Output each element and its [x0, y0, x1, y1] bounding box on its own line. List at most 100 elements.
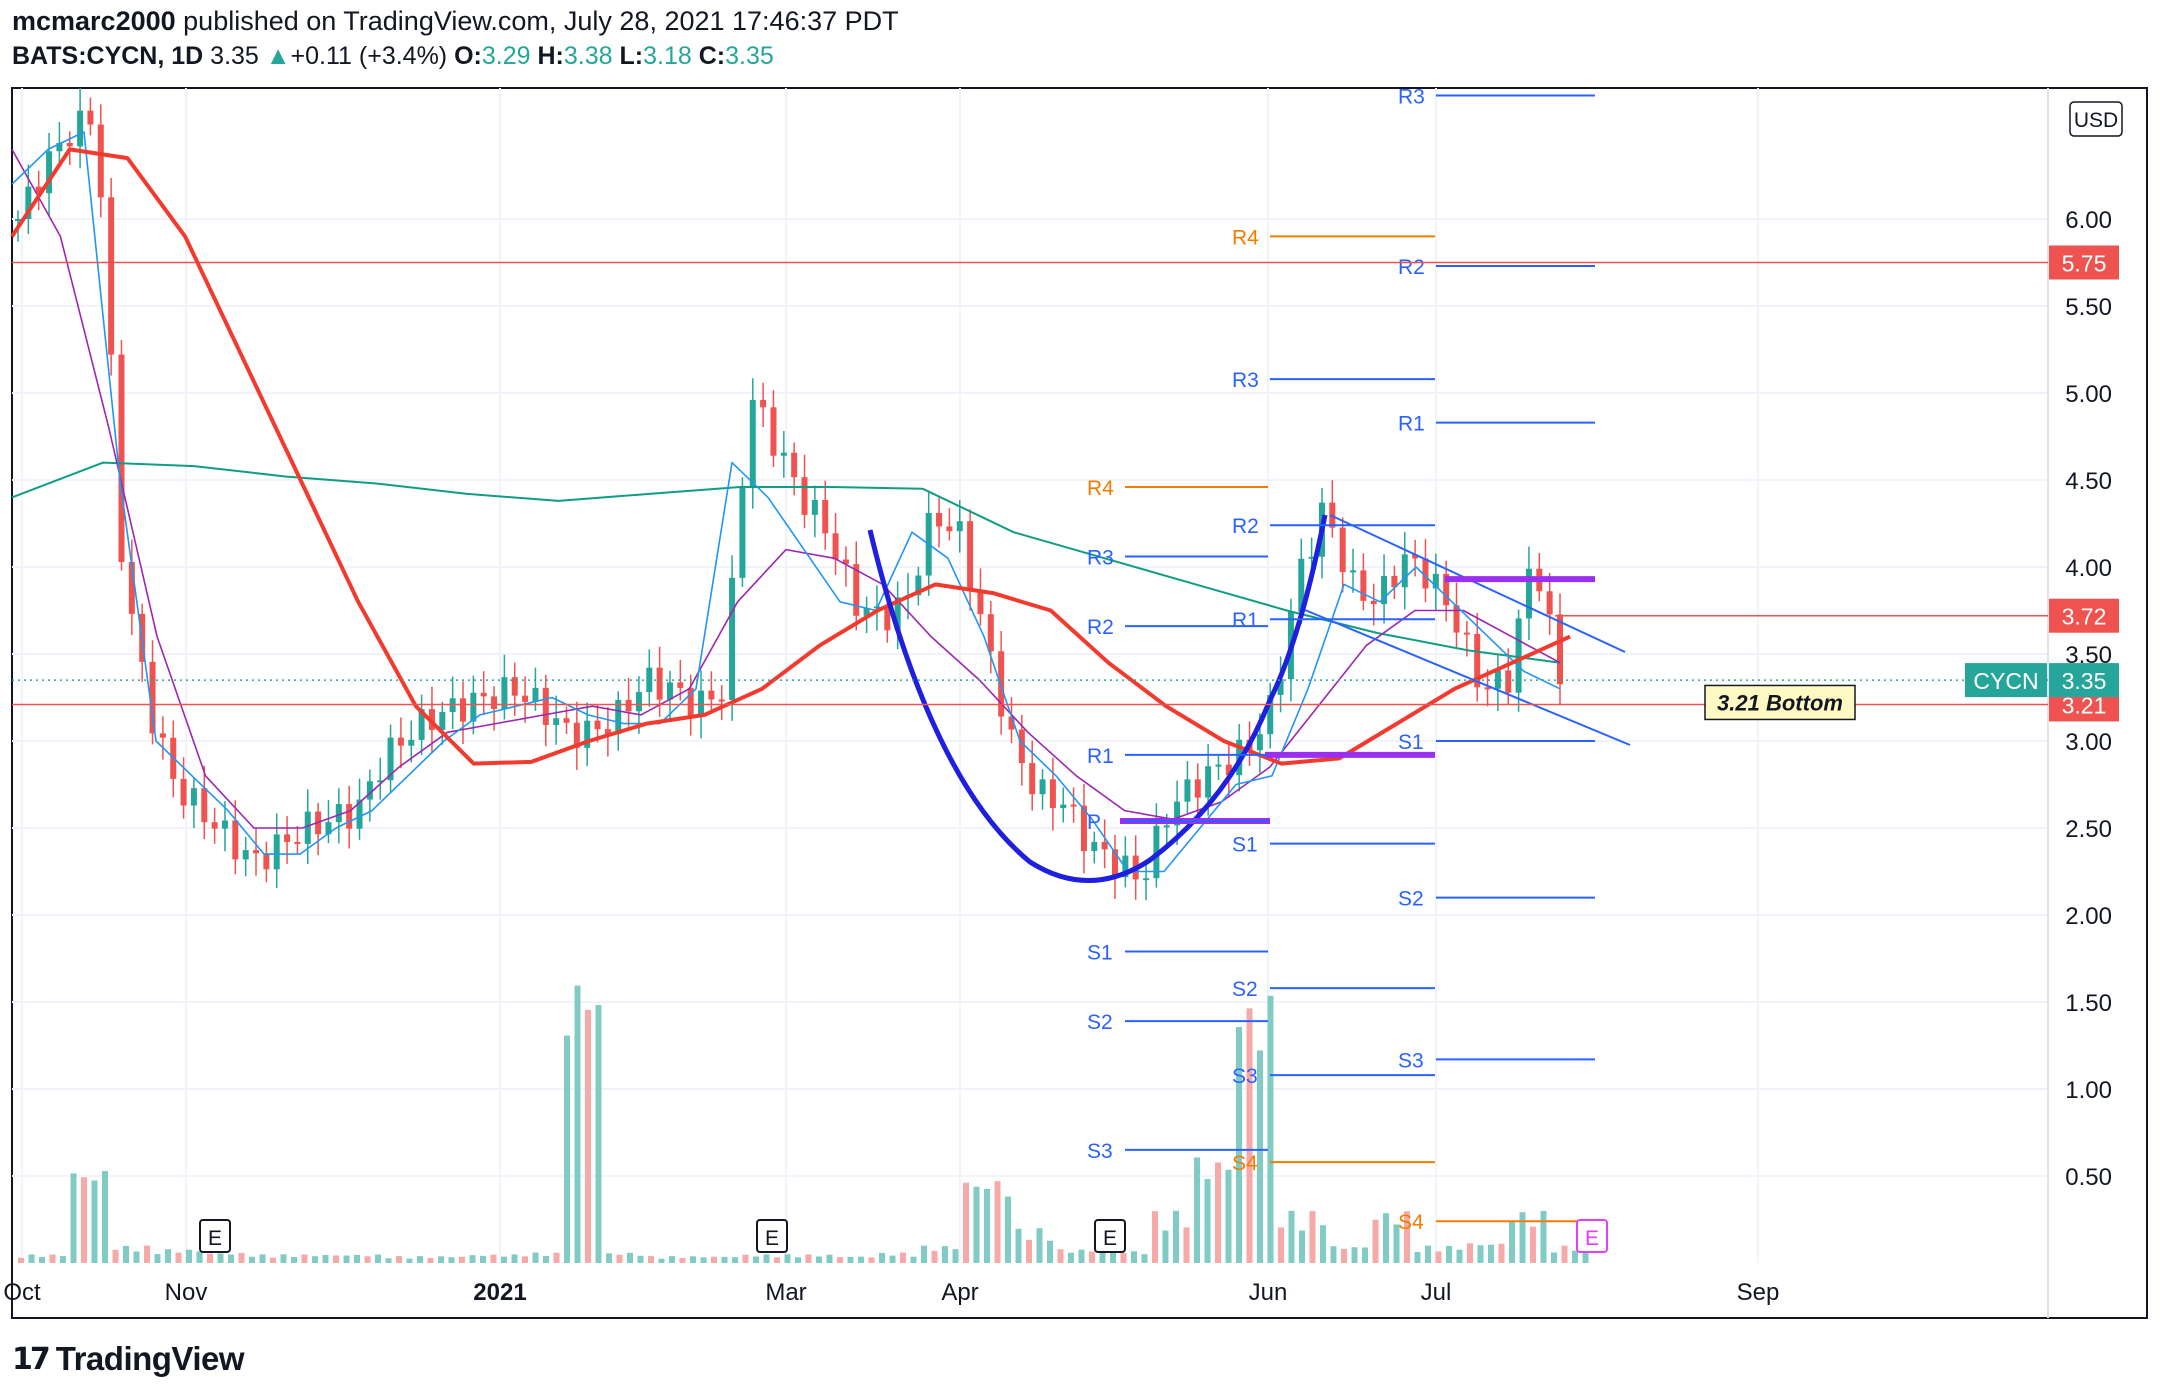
pivot-label: R1 [1398, 413, 1425, 436]
slow-ma-line [10, 147, 1571, 766]
tradingview-logo[interactable]: 17 TradingView [12, 1340, 245, 1378]
candle-body [108, 197, 115, 355]
candle-body [118, 354, 125, 563]
volume-bar [1330, 1246, 1337, 1263]
price-level-tag-label: 3.72 [2062, 604, 2107, 630]
candle-body [894, 597, 901, 631]
candle-body [149, 661, 156, 734]
pivot-label: S2 [1398, 888, 1424, 911]
candle-body [1391, 575, 1398, 588]
grid [12, 88, 2048, 1263]
volume-bar [564, 1035, 570, 1263]
candles [15, 88, 1563, 901]
y-tick-label: 0.50 [2065, 1164, 2112, 1191]
volume-bar [1383, 1213, 1389, 1263]
volume-bar [1036, 1228, 1043, 1263]
earnings-marker: E [1576, 1219, 1608, 1253]
volume-bar [1236, 1027, 1242, 1263]
volume-bar [1194, 1157, 1200, 1263]
volume-bar [847, 1256, 854, 1263]
volume-bar [228, 1254, 234, 1263]
candle-body [190, 788, 197, 806]
price-change: +0.11 (+3.4%) [290, 42, 448, 70]
earnings-marker-label: E [1585, 1227, 1599, 1250]
candle-body [1215, 764, 1222, 767]
volume-bar [1246, 1008, 1253, 1263]
pivot-label: S3 [1232, 1065, 1258, 1088]
volume-bar [700, 1257, 707, 1263]
volume-bar [438, 1256, 444, 1263]
volume-bar [868, 1257, 875, 1263]
pivot-label: R3 [1398, 85, 1425, 108]
candle-body [780, 452, 787, 456]
earnings-marker: E [1094, 1219, 1126, 1253]
candle-body [511, 677, 518, 696]
volume-bar [532, 1252, 539, 1263]
pivot-label: R1 [1087, 745, 1114, 768]
x-tick-label: 2021 [473, 1279, 526, 1306]
candle-body [625, 699, 632, 712]
symbol-tag-label: CYCN [1973, 668, 2038, 694]
candle-body [35, 186, 42, 194]
close-value: 3.35 [725, 42, 774, 70]
volume-bar [658, 1258, 665, 1263]
author-name[interactable]: mcmarc2000 [12, 6, 176, 36]
candle-body [159, 733, 166, 738]
candle-body [542, 687, 549, 725]
y-tick-label: 3.00 [2065, 729, 2112, 756]
x-tick-label: Nov [165, 1279, 208, 1306]
volume-bar [270, 1257, 276, 1263]
candle-body [460, 698, 467, 722]
volume-bar [1183, 1227, 1190, 1263]
volume-bar [364, 1256, 371, 1263]
earnings-marker-label: E [1103, 1227, 1117, 1250]
pivot-label: S2 [1232, 978, 1258, 1001]
candle-body [325, 822, 332, 835]
candle-body [180, 778, 187, 806]
volume-bar [1173, 1210, 1179, 1263]
candle-body [635, 692, 642, 712]
volume-bar [1530, 1226, 1536, 1263]
volume-bar [1404, 1211, 1410, 1263]
mid-ma-line [11, 149, 1561, 829]
candle-body [273, 834, 280, 870]
volume-bar [732, 1257, 738, 1263]
volume-bar [963, 1182, 969, 1263]
candle-body [977, 591, 984, 615]
volume-bar [721, 1256, 728, 1263]
candle-body [97, 124, 104, 198]
volume-bar [585, 1009, 591, 1263]
volume-bar [1120, 1253, 1127, 1263]
candle-body [1443, 573, 1450, 606]
candle-body [418, 709, 425, 740]
x-tick-label: Sep [1737, 1279, 1780, 1306]
y-tick-label: 2.50 [2065, 816, 2112, 843]
candle-body [221, 820, 228, 829]
candle-body [1370, 600, 1377, 605]
earnings-marker: E [199, 1219, 231, 1253]
volume-bar [616, 1254, 623, 1263]
candle-body [1505, 670, 1512, 693]
pivot-label: S1 [1398, 731, 1424, 754]
pivot-label: P [1087, 811, 1101, 834]
volume-bar [39, 1256, 45, 1263]
price-level-tag-label: 5.75 [2062, 251, 2107, 277]
pivot-label: R2 [1232, 515, 1259, 538]
candle-body [553, 718, 560, 725]
volume-bar [711, 1256, 717, 1263]
candle-body [263, 853, 270, 870]
volume-bar [511, 1254, 518, 1263]
candle-body [584, 720, 591, 748]
candle-body [884, 606, 891, 631]
up-arrow-icon: ▲ [265, 42, 291, 70]
candle-body [832, 533, 839, 560]
y-tick-label: 2.00 [2065, 903, 2112, 930]
pivot-label: R2 [1398, 256, 1425, 279]
volume-bar [81, 1177, 87, 1263]
tradingview-wordmark: TradingView [55, 1340, 245, 1377]
volume-bar [1435, 1251, 1442, 1263]
symbol-tag-bg [1965, 663, 2047, 698]
earnings-marker-box [199, 1219, 231, 1253]
candle-body [1205, 766, 1212, 798]
